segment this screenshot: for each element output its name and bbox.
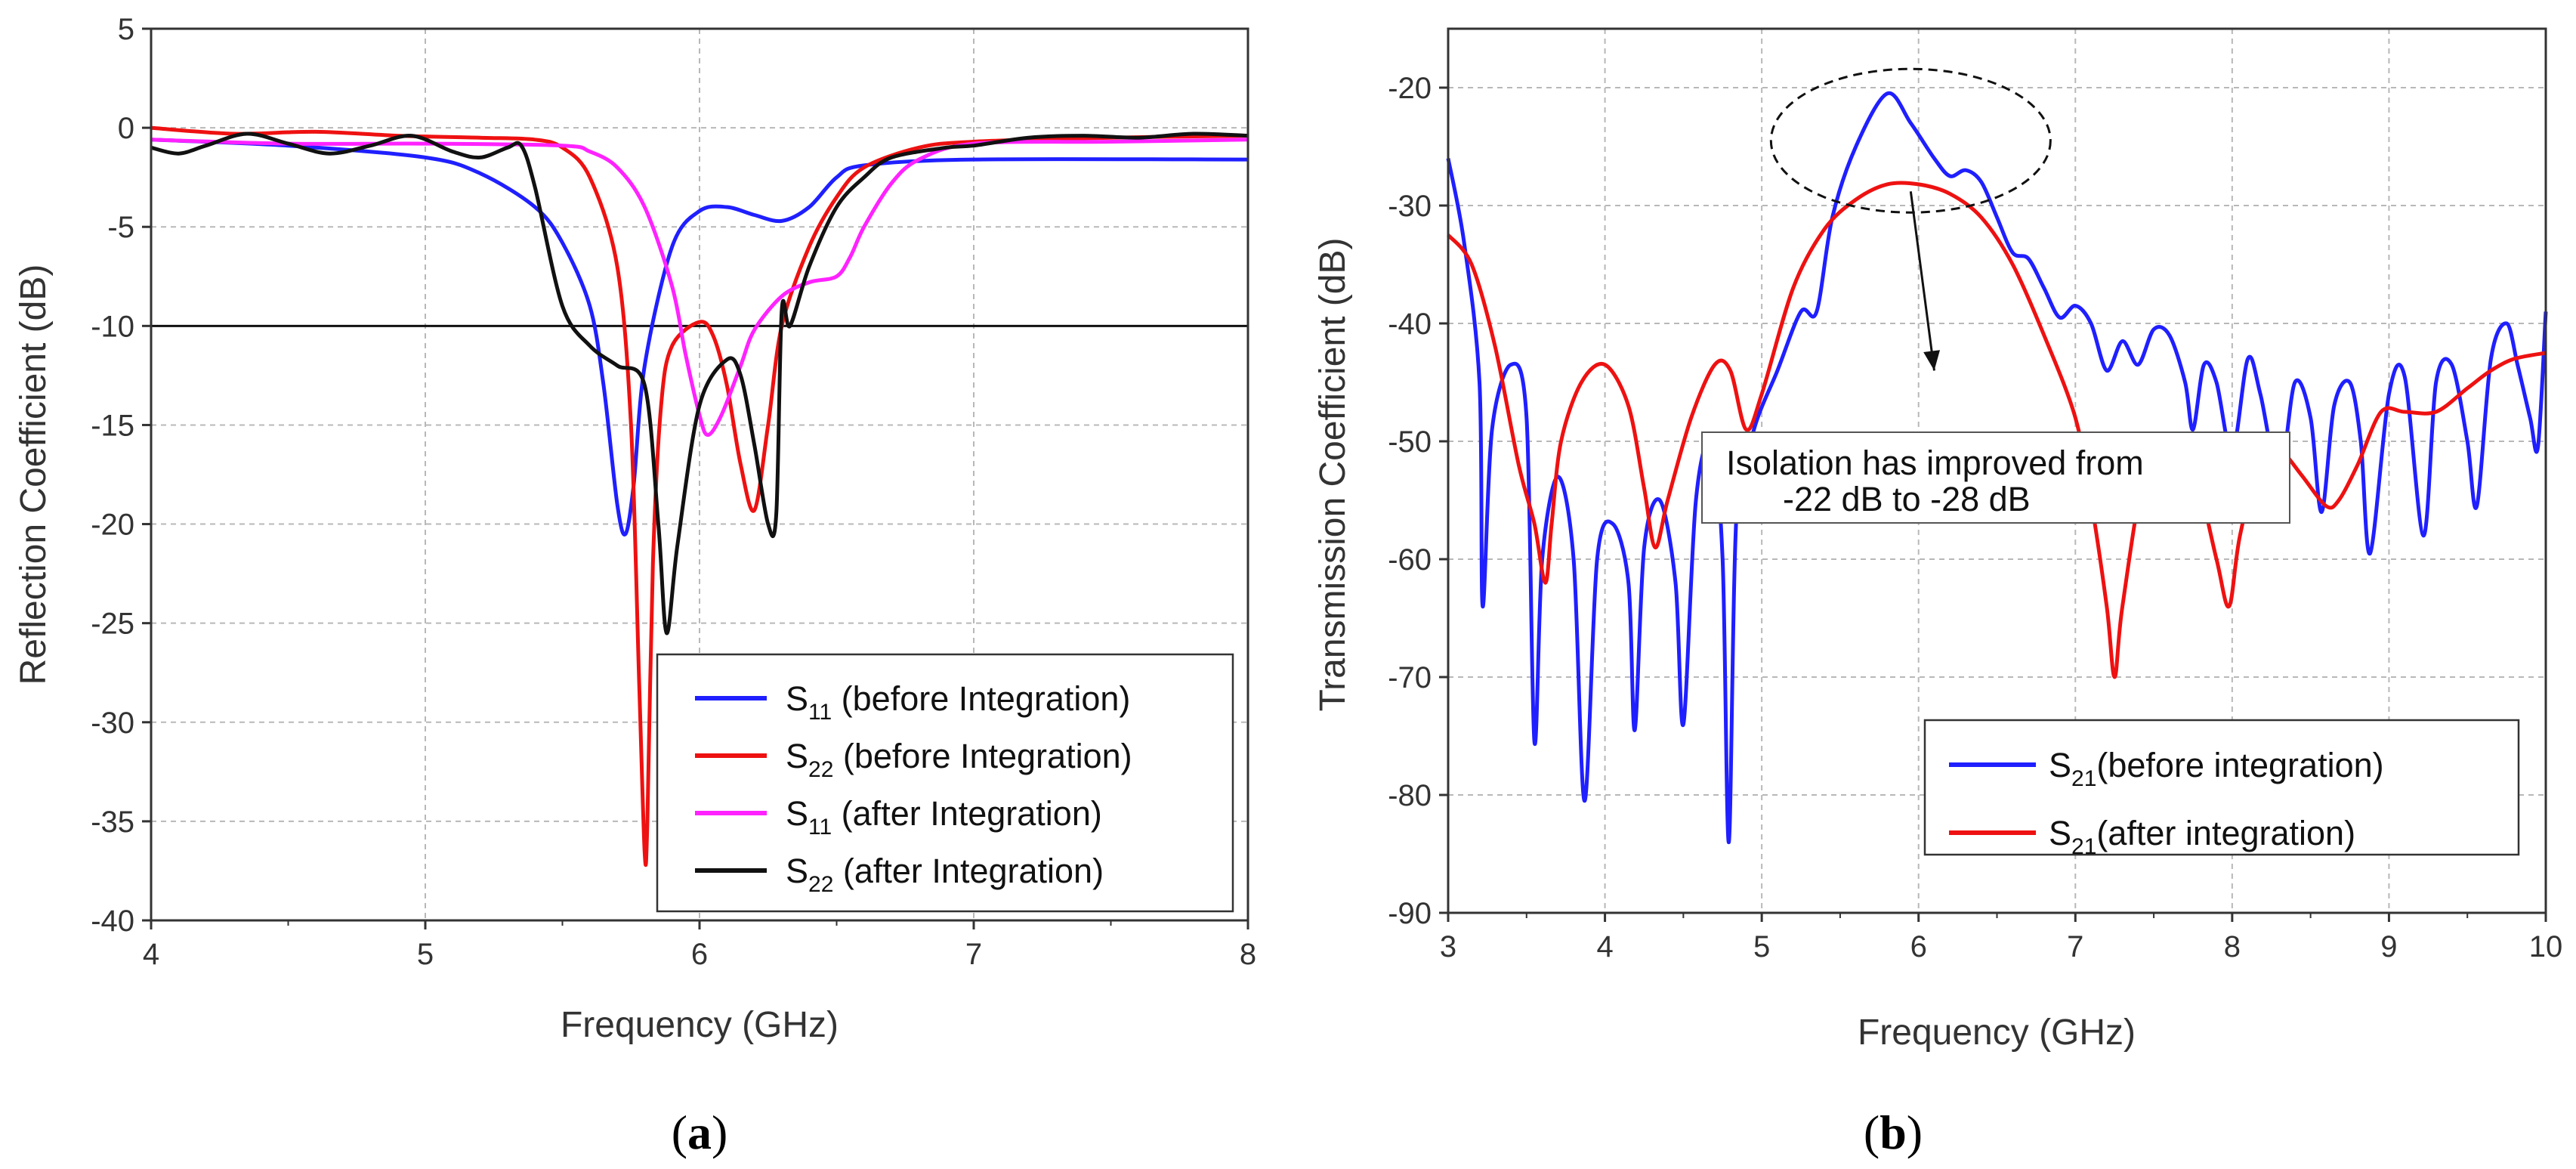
x-tick-label: 5 — [1753, 930, 1770, 963]
chart-a-series — [150, 125, 1249, 867]
chart-a-y-axis-title: Reflection Coefficient (dB) — [14, 264, 54, 685]
annotation-ellipse — [1769, 67, 2052, 214]
annotation-arrow — [1909, 191, 1935, 371]
y-tick-label: -80 — [1388, 779, 1432, 812]
y-tick-label: -10 — [91, 310, 134, 343]
x-tick-label: 7 — [2067, 930, 2083, 963]
legend-label-0: S21(before integration) — [2049, 746, 2384, 791]
y-tick-label: -30 — [1388, 190, 1432, 223]
chart-b-series-line-0 — [1446, 91, 2548, 844]
annotation-box — [1701, 431, 2290, 524]
annotation-arrowhead — [1923, 350, 1940, 371]
chart-a-ticks — [142, 27, 1249, 929]
chart-a-x-axis-title: Frequency (GHz) — [561, 1005, 839, 1045]
x-tick-label: 5 — [417, 938, 434, 971]
y-tick-label: 0 — [118, 112, 134, 145]
x-tick-label: 4 — [143, 938, 159, 971]
annotation-line-2: -22 dB to -28 dB — [1783, 480, 2031, 518]
y-tick-label: -35 — [91, 806, 134, 839]
chart-b-series-line-1 — [1447, 181, 2547, 679]
x-tick-label: 8 — [1240, 938, 1256, 971]
chart-a-series-line-2 — [150, 138, 1249, 438]
legend-label-0: S11 (before Integration) — [786, 679, 1130, 725]
chart-b-ticks — [1439, 86, 2547, 922]
y-tick-label: -40 — [91, 905, 134, 938]
legend-label-1: S21(after integration) — [2049, 814, 2355, 859]
panel-label-a: (a) — [672, 1106, 728, 1159]
chart-a-series-line-3 — [150, 131, 1249, 636]
annotation-line-1: Isolation has improved from — [1726, 444, 2144, 482]
chart-b-x-axis-title: Frequency (GHz) — [1858, 1013, 2136, 1053]
y-tick-label: -20 — [1388, 72, 1432, 105]
chart-b-series — [1446, 91, 2548, 844]
x-tick-label: 7 — [965, 938, 982, 971]
y-tick-label: -5 — [107, 211, 134, 244]
panel-label-b: (b) — [1864, 1106, 1923, 1159]
y-tick-label: -60 — [1388, 543, 1432, 577]
x-tick-label: 6 — [691, 938, 708, 971]
panel-label-a-letter: a — [687, 1106, 712, 1159]
y-tick-label: -40 — [1388, 308, 1432, 341]
legend-label-1: S22 (before Integration) — [786, 737, 1132, 782]
legend-label-2: S11 (after Integration) — [786, 794, 1102, 840]
chart-b-legend: S21(before integration) S21(after integra… — [1923, 719, 2520, 859]
chart-a-tick-labels: 4 5 6 7 8 5 0 -5 -10 -15 -20 -25 -30 -35 -40 — [91, 13, 1256, 971]
y-tick-label: -70 — [1388, 661, 1432, 694]
chart-a: 4 5 6 7 8 5 0 -5 -10 -15 -20 -25 -30 -35 -40 Frequency… — [14, 13, 1256, 1045]
y-tick-label: -50 — [1388, 425, 1432, 459]
chart-a-series-line-0 — [150, 138, 1249, 537]
panel-label-b-letter: b — [1879, 1106, 1907, 1159]
y-tick-label: 5 — [118, 13, 134, 46]
x-tick-label: 9 — [2380, 930, 2397, 963]
x-tick-label: 8 — [2224, 930, 2241, 963]
chart-b-tick-labels: 3 4 5 6 7 8 9 10 -20 -30 -40 -50 -60 -70 -80 -90 — [1388, 72, 2562, 963]
chart-b-y-axis-title: Transmission Coefficient (dB) — [1313, 238, 1353, 712]
x-tick-label: 3 — [1440, 930, 1456, 963]
x-tick-label: 10 — [2529, 930, 2563, 963]
y-tick-label: -20 — [91, 509, 134, 542]
chart-a-legend: S11 (before Integration) S22 (before Inte… — [656, 653, 1234, 913]
y-tick-label: -90 — [1388, 897, 1432, 930]
y-tick-label: -15 — [91, 409, 134, 442]
chart-b-annotation: Isolation has improved from -22 dB to -2… — [1701, 67, 2290, 524]
x-tick-label: 6 — [1910, 930, 1927, 963]
y-tick-label: -25 — [91, 608, 134, 641]
legend-label-3: S22 (after Integration) — [786, 852, 1104, 897]
chart-b: 3 4 5 6 7 8 9 10 -20 -30 -40 -50 -60 -70 -80 -90 Freque… — [1313, 27, 2562, 1053]
y-tick-label: -30 — [91, 707, 134, 740]
x-tick-label: 4 — [1596, 930, 1613, 963]
